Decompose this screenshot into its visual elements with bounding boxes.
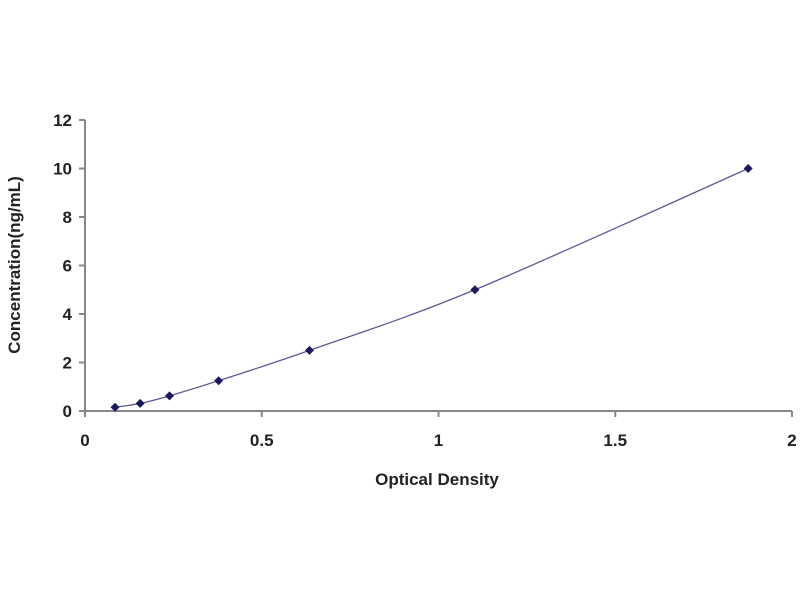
- axes: [79, 119, 793, 417]
- trend-curve: [114, 167, 749, 408]
- data-point: [214, 376, 224, 386]
- x-tick-label: 2: [787, 431, 796, 450]
- data-point: [304, 345, 314, 355]
- x-tick-label: 0.5: [250, 431, 274, 450]
- trend-curve-group: [114, 167, 749, 408]
- data-point: [470, 285, 480, 295]
- y-tick-label: 6: [63, 257, 72, 276]
- y-tick-label: 12: [53, 111, 72, 130]
- y-tick-labels: 0 2 4 6 8 10 12: [53, 111, 72, 421]
- data-point: [164, 391, 174, 401]
- y-tick-label: 0: [63, 402, 72, 421]
- data-point: [743, 164, 753, 173]
- x-tick-labels: 0 0.5 1 1.5 2: [80, 431, 796, 450]
- y-axis-label: Concentration(ng/mL): [5, 176, 24, 354]
- x-tick-label: 0: [80, 431, 89, 450]
- data-point: [110, 402, 120, 412]
- y-tick-label: 2: [63, 354, 72, 373]
- x-tick-label: 1: [434, 431, 443, 450]
- y-tick-label: 4: [63, 305, 73, 324]
- x-tick-label: 1.5: [603, 431, 627, 450]
- data-point: [135, 398, 145, 408]
- y-tick-label: 8: [63, 208, 72, 227]
- x-axis-label: Optical Density: [375, 470, 499, 489]
- y-tick-label: 10: [53, 160, 72, 179]
- data-points: [110, 164, 753, 412]
